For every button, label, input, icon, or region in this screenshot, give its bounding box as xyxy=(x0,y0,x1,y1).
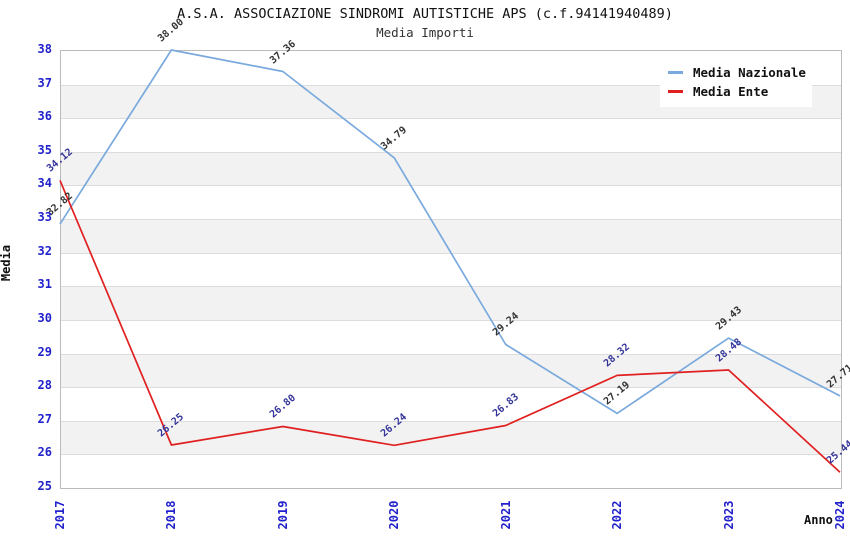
x-tick-2021: 2021 xyxy=(498,500,513,530)
media-ente-line-swatch xyxy=(668,90,683,93)
grid-band-white xyxy=(61,319,841,355)
legend-item-media-ente: Media Ente xyxy=(668,82,804,101)
grid-band-gray xyxy=(61,286,841,321)
y-tick-25: 25 xyxy=(37,479,52,493)
grid-band-gray xyxy=(61,151,841,187)
chart-subtitle: Media Importi xyxy=(376,25,474,40)
x-tick-2017: 2017 xyxy=(53,500,67,530)
y-tick-28: 28 xyxy=(37,378,52,393)
series-lines-svg xyxy=(59,49,841,473)
grid-band-white xyxy=(61,454,841,489)
y-tick-27: 27 xyxy=(37,411,52,426)
legend-label-media-nazionale: Media Nazionale xyxy=(693,65,806,80)
legend: Media Nazionale Media Ente xyxy=(660,57,812,107)
legend-item-media-nazionale: Media Nazionale xyxy=(668,63,806,82)
chart-title: A.S.A. ASSOCIAZIONE SINDROMI AUTISTICHE … xyxy=(177,6,673,22)
y-tick-36: 36 xyxy=(37,109,52,124)
y-tick-29: 29 xyxy=(37,344,52,359)
media-nazionale-line-swatch xyxy=(668,71,683,74)
y-tick-34: 34 xyxy=(37,176,52,191)
grid-band-white xyxy=(61,185,841,220)
grid-band-white xyxy=(61,118,841,153)
x-tick-2024: 2024 xyxy=(833,500,847,530)
media-ente-line xyxy=(59,180,841,473)
grid-band-gray xyxy=(61,420,841,456)
x-axis-title: Anno xyxy=(804,513,833,527)
plot-area xyxy=(60,50,842,489)
y-tick-37: 37 xyxy=(37,75,52,90)
grid-band-gray xyxy=(61,219,841,254)
x-tick-2020: 2020 xyxy=(387,500,402,530)
legend-label-media-ente: Media Ente xyxy=(693,84,769,99)
y-tick-35: 35 xyxy=(37,142,52,157)
y-tick-31: 31 xyxy=(37,277,52,292)
media-nazionale-line xyxy=(59,49,841,415)
x-tick-2022: 2022 xyxy=(610,500,625,530)
y-tick-32: 32 xyxy=(37,243,52,258)
grid-band-white xyxy=(61,387,841,422)
y-tick-33: 33 xyxy=(37,210,52,225)
x-tick-2018: 2018 xyxy=(164,500,179,530)
y-tick-26: 26 xyxy=(37,445,52,460)
y-axis-title: Media xyxy=(0,244,13,282)
y-tick-38: 38 xyxy=(37,42,52,56)
x-tick-2019: 2019 xyxy=(275,500,290,530)
x-tick-2023: 2023 xyxy=(721,500,736,530)
y-tick-30: 30 xyxy=(37,310,52,325)
